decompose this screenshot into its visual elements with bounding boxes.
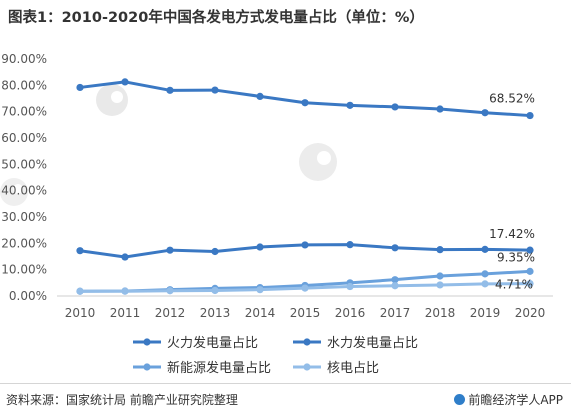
legend-label: 火力发电量占比: [167, 335, 258, 351]
data-point: [256, 286, 264, 294]
data-point: [211, 247, 219, 256]
data-point: [526, 111, 534, 120]
data-point: [301, 241, 309, 249]
legend-label: 水力发电量占比: [327, 335, 418, 351]
footer-divider: [0, 383, 571, 384]
data-point: [481, 245, 489, 253]
data-point: [121, 287, 129, 295]
data-point: [346, 101, 354, 109]
data-point: [76, 83, 84, 92]
watermark-logo-2: [299, 143, 337, 181]
y-tick-label: 90.00%: [1, 52, 47, 66]
brand-text: 前瞻经济学人APP: [468, 393, 563, 407]
data-point: [481, 270, 489, 278]
x-tick-label: 2017: [380, 306, 411, 320]
data-point: [391, 282, 399, 290]
data-point: [166, 86, 174, 94]
data-point: [526, 267, 534, 275]
data-point: [211, 86, 219, 94]
x-tick-label: 2014: [245, 306, 276, 320]
data-point: [121, 78, 129, 86]
data-point: [391, 276, 399, 284]
watermark-logo-3: [0, 178, 28, 206]
data-point: [436, 281, 444, 289]
data-label: 68.52%: [489, 92, 535, 106]
data-label: 9.35%: [497, 250, 535, 264]
legend-item: 水力发电量占比: [293, 335, 418, 351]
data-point: [481, 280, 489, 288]
data-point: [526, 246, 534, 254]
watermark-logo-1: [96, 84, 128, 116]
data-point: [211, 286, 219, 295]
data-point: [301, 99, 309, 107]
x-axis: 2010 2011 2012 2013 2014 2015 2016 2017 2018 2019…: [57, 295, 553, 320]
line-chart: 2010 2011 2012 2013 2014 2015 2016 2017 2018 2019…: [0, 52, 553, 376]
data-point: [166, 287, 174, 295]
legend-item: 核电占比: [293, 361, 379, 376]
series-lines: [76, 78, 534, 295]
x-tick-label: 2016: [335, 306, 366, 320]
legend-label: 新能源发电量占比: [167, 360, 271, 376]
data-point: [481, 109, 489, 117]
source-note: 资料来源：国家统计局 前瞻产业研究院整理: [6, 393, 238, 407]
x-tick-label: 2019: [470, 306, 501, 320]
legend-swatch-marker: [303, 338, 311, 346]
y-tick-label: 40.00%: [1, 184, 47, 198]
legend-swatch-marker: [143, 363, 151, 371]
x-tick-label: 2013: [200, 306, 231, 320]
data-label: 4.71%: [495, 278, 533, 292]
data-point: [166, 246, 174, 254]
data-point: [391, 103, 399, 111]
x-tick-label: 2012: [155, 306, 186, 320]
y-tick-label: 30.00%: [1, 210, 47, 224]
data-point: [526, 279, 534, 288]
data-point: [256, 243, 264, 251]
x-tick-label: 2011: [110, 306, 141, 320]
data-point: [301, 284, 309, 292]
x-tick-label: 2018: [425, 306, 456, 320]
legend-swatch-marker: [143, 338, 151, 346]
y-axis: 0.00% 10.00% 20.00% 30.00% 40.00% 50.00% 60.00…: [1, 52, 47, 303]
x-tick-label: 2020: [515, 306, 546, 320]
legend-label: 核电占比: [327, 361, 379, 376]
data-labels: 68.52% 17.42% 9.35% 4.71%: [489, 92, 535, 292]
brand-label: 前瞻经济学人APP: [454, 391, 563, 408]
legend-item: 新能源发电量占比: [133, 360, 271, 376]
brand-logo-icon: [454, 394, 466, 405]
data-point: [346, 282, 354, 291]
data-point: [76, 287, 84, 295]
chart-title: 图表1：2010-2020年中国各发电方式发电量占比（单位：%）: [8, 10, 424, 26]
legend-swatch-marker: [303, 363, 311, 371]
data-point: [346, 241, 354, 249]
y-tick-label: 60.00%: [1, 131, 47, 145]
data-point: [76, 247, 84, 255]
x-tick-label: 2010: [65, 306, 96, 320]
x-tick-label: 2015: [290, 306, 321, 320]
y-tick-label: 0.00%: [9, 289, 47, 303]
data-point: [436, 246, 444, 254]
data-point: [436, 272, 444, 280]
y-tick-label: 20.00%: [1, 236, 47, 250]
y-tick-label: 80.00%: [1, 78, 47, 92]
legend-item: 火力发电量占比: [133, 335, 258, 351]
y-tick-label: 10.00%: [1, 263, 47, 277]
data-point: [121, 253, 129, 261]
data-label: 17.42%: [489, 227, 535, 241]
y-tick-label: 50.00%: [1, 157, 47, 171]
y-tick-label: 70.00%: [1, 105, 47, 119]
data-point: [391, 244, 399, 252]
data-point: [436, 105, 444, 113]
data-point: [256, 92, 264, 100]
watermark: [0, 84, 337, 206]
series-line-0: [78, 80, 532, 118]
